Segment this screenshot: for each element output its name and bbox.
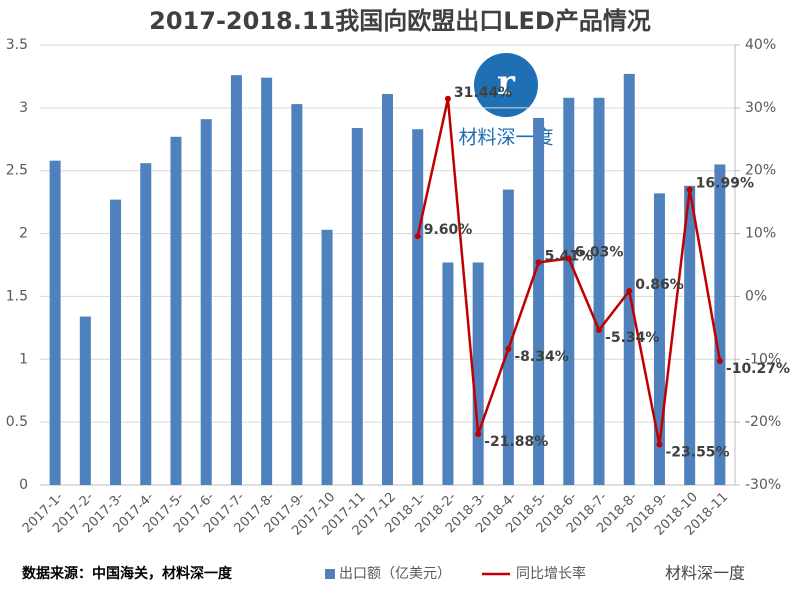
watermark-logo: r [474, 53, 538, 117]
bar [321, 229, 333, 485]
svg-text:r: r [497, 63, 516, 103]
y-tick-label: 0.5 [6, 414, 28, 430]
line-marker [656, 441, 663, 448]
y-tick-label: 2 [19, 226, 28, 242]
chart-title: 2017-2018.11我国向欧盟出口LED产品情况 [149, 7, 651, 35]
bar [684, 185, 696, 486]
bar [49, 160, 61, 485]
y-tick-label: 2.5 [6, 163, 28, 179]
line-marker [596, 326, 603, 333]
data-label: -10.27% [726, 361, 790, 377]
bar [502, 189, 514, 486]
bar [200, 119, 212, 486]
bar [230, 75, 242, 486]
bar [563, 97, 575, 486]
data-label: -5.34% [605, 330, 659, 346]
data-label: 6.03% [575, 245, 624, 261]
bar [351, 127, 363, 485]
bar [110, 199, 122, 485]
y2-tick-label: 10% [745, 226, 776, 242]
line-marker [716, 357, 723, 364]
watermark: 材料深一度 [458, 127, 553, 149]
y-tick-label: 3.5 [6, 37, 28, 53]
bar [623, 73, 635, 486]
data-label: 31.44% [454, 85, 512, 101]
y2-tick-label: 40% [745, 37, 776, 53]
bar [472, 262, 484, 485]
legend-label: 出口额（亿美元） [339, 566, 451, 582]
line-marker [475, 430, 482, 437]
bar [533, 117, 545, 486]
source-note: 数据来源：中国海关，材料深一度 [22, 565, 233, 582]
bar [382, 94, 393, 486]
legend-swatch [325, 569, 335, 579]
data-label: 16.99% [696, 176, 754, 192]
y2-tick-label: 20% [745, 163, 776, 179]
bar [593, 97, 605, 486]
line-marker [626, 288, 633, 295]
bar [653, 193, 665, 486]
legend-label: 同比增长率 [516, 565, 586, 582]
y2-tick-label: 30% [745, 100, 776, 116]
y2-tick-label: 0% [745, 288, 767, 304]
line-marker [414, 233, 421, 240]
line-marker [565, 255, 572, 262]
data-label: 0.86% [635, 277, 684, 293]
data-label: 9.60% [424, 222, 473, 238]
bar [291, 104, 303, 485]
y-tick-label: 0 [19, 477, 28, 493]
brand: 材料深一度 [665, 564, 745, 583]
bar [714, 164, 726, 485]
bar [442, 262, 454, 485]
line-marker [505, 345, 512, 352]
line-marker [444, 95, 451, 102]
data-label: -23.55% [665, 444, 729, 460]
data-label: -8.34% [514, 349, 568, 365]
y2-tick-label: -10% [745, 351, 781, 367]
bar [261, 77, 273, 485]
y2-tick-label: -20% [745, 414, 781, 430]
y-tick-label: 1.5 [6, 288, 28, 304]
line-marker [535, 259, 542, 266]
data-label: -21.88% [484, 434, 548, 450]
y-tick-label: 1 [19, 351, 28, 367]
y-tick-label: 3 [19, 100, 28, 116]
bar [140, 163, 152, 485]
bar [79, 316, 91, 485]
bar [170, 136, 182, 485]
y2-tick-label: -30% [745, 477, 781, 493]
line-marker [686, 186, 693, 193]
bar [412, 129, 424, 485]
